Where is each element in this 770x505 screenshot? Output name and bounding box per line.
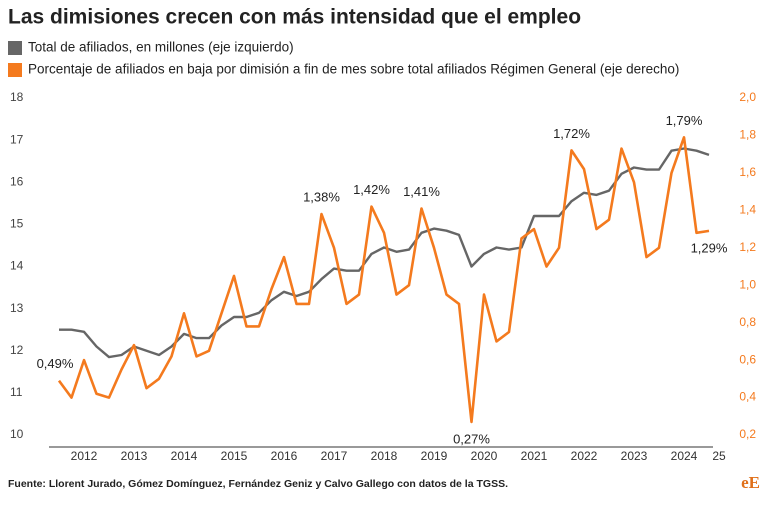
- y-tick-label: 12: [10, 343, 24, 357]
- x-tick-label: 2022: [571, 449, 598, 463]
- data-label: 1,29%: [691, 240, 728, 255]
- data-label: 1,72%: [553, 126, 590, 141]
- x-tick-label: 2020: [471, 449, 498, 463]
- legend-label: Total de afiliados, en millones (eje izq…: [28, 40, 294, 55]
- legend-swatch: [8, 63, 22, 77]
- y2-tick-label: 0,8: [739, 315, 756, 329]
- y2-tick-label: 1,2: [739, 240, 756, 254]
- series-line: [57, 136, 710, 424]
- data-label: 0,49%: [37, 356, 74, 371]
- data-label: 1,79%: [666, 113, 703, 128]
- x-tick-label: 25: [712, 449, 726, 463]
- series-line: [59, 147, 710, 359]
- data-label: 1,41%: [403, 184, 440, 199]
- x-tick-label: 2017: [321, 449, 348, 463]
- y-tick-label: 18: [10, 90, 24, 104]
- chart-title: Las dimisiones crecen con más intensidad…: [8, 6, 581, 29]
- x-tick-label: 2018: [371, 449, 398, 463]
- x-tick-label: 2016: [271, 449, 298, 463]
- x-tick-label: 2023: [621, 449, 648, 463]
- legend-swatch: [8, 41, 22, 55]
- y-tick-label: 10: [10, 427, 24, 441]
- y2-tick-label: 1,6: [739, 165, 756, 179]
- source: Fuente: Llorent Jurado, Gómez Domínguez,…: [8, 478, 508, 490]
- y2-tick-label: 2,0: [739, 90, 756, 104]
- logo: eE: [741, 473, 760, 492]
- x-tick-label: 2019: [421, 449, 448, 463]
- y-tick-label: 17: [10, 132, 24, 146]
- data-label: 1,42%: [353, 182, 390, 197]
- y-tick-label: 11: [10, 385, 23, 399]
- data-label: 0,27%: [453, 431, 490, 446]
- x-tick-label: 2014: [171, 449, 198, 463]
- y2-tick-label: 1,4: [739, 203, 756, 217]
- y2-tick-label: 0,4: [739, 390, 756, 404]
- y2-tick-label: 0,6: [739, 352, 756, 366]
- y-tick-label: 15: [10, 217, 24, 231]
- y2-tick-label: 1,0: [739, 277, 756, 291]
- x-tick-label: 2012: [71, 449, 98, 463]
- y-tick-label: 14: [10, 259, 24, 273]
- data-label: 1,38%: [303, 190, 340, 205]
- x-tick-label: 2013: [121, 449, 148, 463]
- y-tick-label: 16: [10, 174, 24, 188]
- x-tick-label: 2024: [671, 449, 698, 463]
- y-tick-label: 13: [10, 301, 24, 315]
- y2-tick-label: 1,8: [739, 128, 756, 142]
- x-tick-label: 2015: [221, 449, 248, 463]
- legend-label: Porcentaje de afiliados en baja por dimi…: [28, 62, 679, 77]
- y2-tick-label: 0,2: [739, 427, 756, 441]
- x-tick-label: 2021: [521, 449, 548, 463]
